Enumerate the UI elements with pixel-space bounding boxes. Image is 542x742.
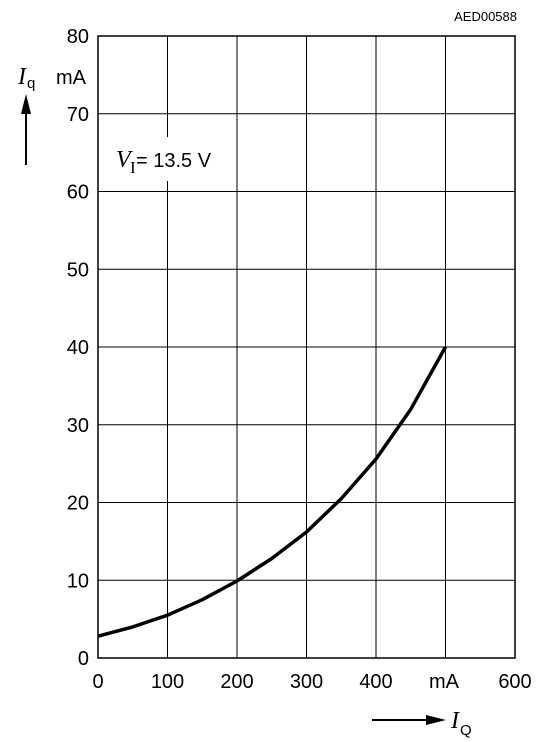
y-axis-subscript: q — [27, 75, 35, 92]
x-tick-label: 300 — [290, 671, 323, 693]
grid — [98, 36, 515, 658]
x-tick-label: 100 — [151, 671, 184, 693]
y-tick-label: 30 — [67, 415, 89, 437]
x-tick-label: 200 — [220, 671, 253, 693]
y-tick-label: 0 — [78, 648, 89, 670]
x-axis-unit: mA — [429, 671, 460, 693]
y-tick-label: 70 — [67, 104, 89, 126]
x-axis-arrow-icon — [372, 715, 446, 725]
y-axis-symbol: I — [17, 64, 27, 90]
y-tick-label: 50 — [67, 259, 89, 281]
y-axis-unit: mA — [56, 67, 87, 89]
plot-frame — [97, 35, 516, 659]
y-tick-labels: 0 10 20 30 40 50 60 70 80 — [67, 26, 89, 670]
annotation-text: = 13.5 V — [136, 150, 212, 172]
series-group — [97, 346, 448, 638]
figure-code: AED00588 — [454, 9, 517, 24]
x-axis-label: I Q — [450, 708, 472, 739]
plot-border — [97, 35, 516, 659]
series-line — [97, 346, 448, 638]
y-tick-label: 10 — [67, 570, 89, 592]
y-tick-label: 20 — [67, 493, 89, 515]
x-tick-label: 400 — [359, 671, 392, 693]
annotation-subscript: I — [130, 158, 136, 177]
y-axis-arrow-icon — [21, 94, 31, 165]
annotation: V I = 13.5 V — [103, 137, 227, 181]
x-tick-labels: 0 100 200 300 400 600 — [92, 671, 531, 693]
y-tick-label: 80 — [67, 26, 89, 48]
y-tick-label: 40 — [67, 337, 89, 359]
annotation-symbol: V — [116, 147, 133, 173]
x-tick-label: 0 — [92, 671, 103, 693]
y-axis-label: I q mA — [17, 64, 87, 92]
x-axis-symbol: I — [450, 708, 460, 734]
x-tick-label: 600 — [498, 671, 531, 693]
x-axis-subscript: Q — [460, 722, 472, 739]
y-tick-label: 60 — [67, 182, 89, 204]
